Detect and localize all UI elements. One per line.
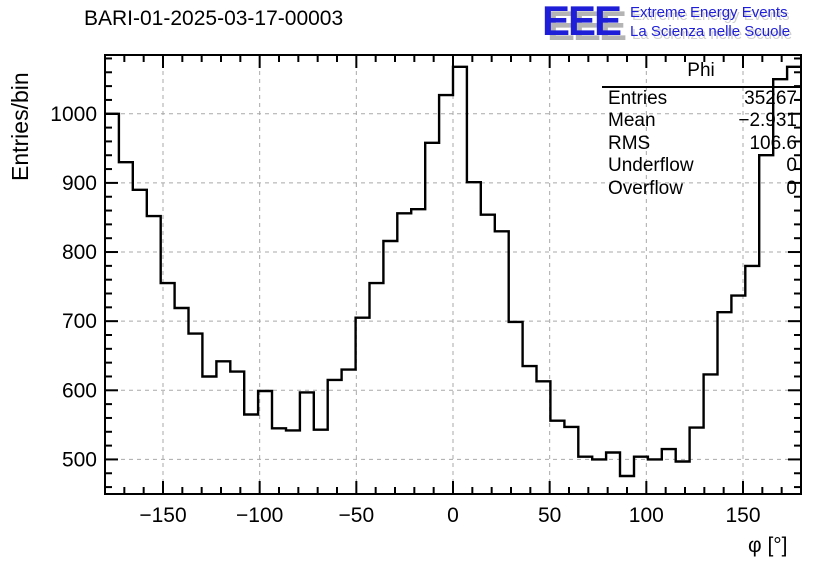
x-tick-label: 100 [629,504,664,527]
stat-label: RMS [608,132,651,154]
stats-row-entries: Entries 35267 [602,88,800,110]
x-axis-title: φ [°] [748,534,788,557]
eee-logo-acronym: EEE [542,0,622,44]
y-axis-title: Entries/bin [7,72,33,181]
x-tick-label: −50 [339,504,375,527]
stats-row-overflow: Overflow 0 [602,178,800,200]
y-tick-label: 600 [62,379,97,402]
stat-label: Mean [608,110,656,132]
stat-value: 106.6 [749,132,797,154]
stat-value: 35267 [744,88,797,109]
stat-value: 0 [786,155,797,177]
page-title: BARI-01-2025-03-17-00003 [84,7,344,30]
stats-box: Phi Entries 35267 Mean −2.931 RMS 106.6 … [602,58,800,200]
eee-logo-line2: La Scienza nelle Scuole [630,23,791,40]
stats-row-underflow: Underflow 0 [602,155,800,177]
x-tick-label: 0 [447,504,459,527]
eee-logo: EEE Extreme Energy Events La Scienza nel… [540,0,836,48]
y-tick-label: 700 [62,310,97,333]
stats-row-mean: Mean −2.931 [602,110,800,132]
stat-label: Overflow [608,177,683,199]
y-tick-label: 1000 [50,103,97,126]
histogram-line [105,65,801,478]
y-tick-label: 900 [62,172,97,195]
stat-label: Underflow [608,155,694,177]
x-tick-label: −100 [236,504,283,527]
stats-row-rms: RMS 106.6 [602,133,800,155]
stat-label: Entries [608,88,668,109]
stat-value: 0 [786,177,797,199]
x-tick-label: −150 [139,504,186,527]
stat-value: −2.931 [738,110,797,132]
stats-box-title: Phi [602,58,800,88]
y-tick-label: 500 [62,448,97,471]
y-tick-label: 800 [62,241,97,264]
eee-logo-line1: Extreme Energy Events [630,4,788,21]
x-tick-label: 50 [538,504,561,527]
x-tick-label: 150 [725,504,760,527]
